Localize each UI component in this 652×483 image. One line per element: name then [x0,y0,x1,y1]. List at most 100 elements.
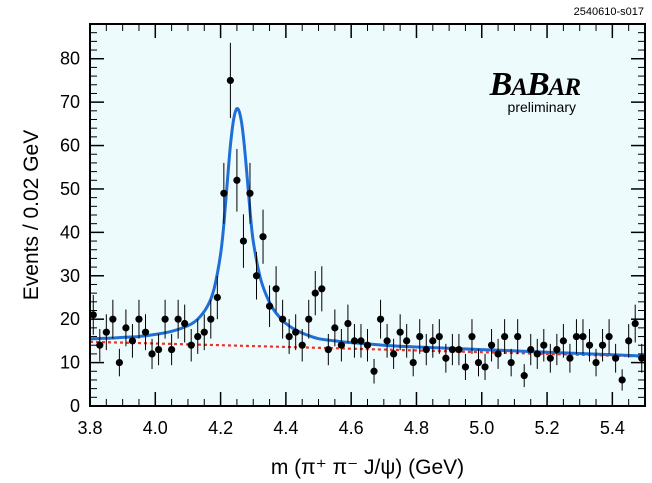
y-tick-label: 30 [60,266,80,286]
data-marker [618,376,626,384]
data-marker [102,328,110,336]
data-marker [455,345,463,354]
data-marker [141,328,150,336]
data-marker [279,315,287,323]
data-marker [403,337,411,345]
data-point [494,338,502,369]
data-point [305,299,313,339]
data-point [115,348,123,377]
data-marker [546,354,554,362]
y-tick-label: 40 [60,222,80,242]
y-tick-label: 10 [60,353,80,373]
data-marker [396,328,404,336]
data-point [572,319,581,354]
data-point [435,319,443,354]
data-point [625,324,633,358]
data-point [429,324,437,358]
data-marker [187,341,195,349]
axis-ticks: 3.8 4.0 4.2 4.4 4.6 4.8 5.0 5.2 5.4 0 10 20 30 40 50 60… [60,24,646,438]
data-point [520,364,528,388]
y-axis-label: Events / 0.02 GeV [20,130,43,300]
data-marker [527,345,535,354]
data-marker [638,354,646,362]
data-point [396,314,404,351]
data-point [265,285,274,327]
logo-wordmark: BABAR [489,66,581,103]
data-point [318,266,326,312]
data-marker [115,358,123,367]
data-marker [200,328,208,336]
data-point [363,328,372,362]
data-marker [174,315,182,323]
data-point [168,333,176,366]
data-point [527,333,535,366]
data-marker [553,345,561,354]
data-point [612,343,620,373]
x-tick-label: 5.4 [600,418,625,438]
x-tick-label: 4.8 [404,418,429,438]
data-point [605,319,613,354]
data-marker [337,341,345,349]
data-point [487,328,496,362]
data-points-layer [89,42,646,391]
y-tick-label: 0 [70,396,80,416]
x-tick-label: 4.6 [339,418,364,438]
data-marker [298,341,306,349]
data-point [566,343,574,373]
data-marker [324,345,332,354]
data-marker [357,337,365,345]
data-point [252,251,261,300]
data-point [442,343,450,373]
data-point [481,353,489,380]
data-marker [487,341,496,349]
data-marker [226,76,234,85]
data-marker [572,332,581,341]
data-marker [154,345,163,354]
data-point [135,299,143,339]
data-marker [383,337,391,345]
data-marker [409,358,417,367]
data-point [553,333,561,366]
data-point [618,369,626,391]
data-point [207,299,215,339]
data-point [546,343,554,373]
data-point [514,319,522,354]
figure-id: 2540610-s017 [573,6,644,18]
data-point [109,299,117,339]
data-marker [376,315,385,323]
data-point [181,304,189,343]
x-tick-label: 4.2 [208,418,233,438]
data-point [357,324,365,358]
data-point [141,314,150,351]
y-tick-label: 50 [60,179,80,199]
data-marker [350,337,359,345]
data-point [337,328,345,362]
data-point [154,333,163,366]
data-marker [318,285,326,293]
data-marker [265,302,274,310]
data-marker [148,350,156,358]
data-point [507,348,515,377]
y-tick-label: 20 [60,309,80,329]
data-marker [598,341,607,349]
data-marker [435,332,443,341]
data-marker [507,358,515,367]
data-point [102,314,110,351]
data-point [122,309,130,347]
data-marker [135,315,143,323]
data-point [279,299,287,339]
x-tick-label: 5.0 [469,418,494,438]
babar-logo: BABAR preliminary [470,66,581,116]
data-point [292,314,300,351]
data-point [383,324,391,358]
x-tick-label: 3.8 [77,418,102,438]
data-marker [566,354,574,362]
data-marker [292,328,300,336]
data-marker [612,354,620,362]
data-point [370,358,378,384]
data-marker [89,311,97,319]
data-point [592,348,600,377]
data-point [331,309,339,347]
data-marker [585,341,594,349]
data-point [598,328,607,362]
